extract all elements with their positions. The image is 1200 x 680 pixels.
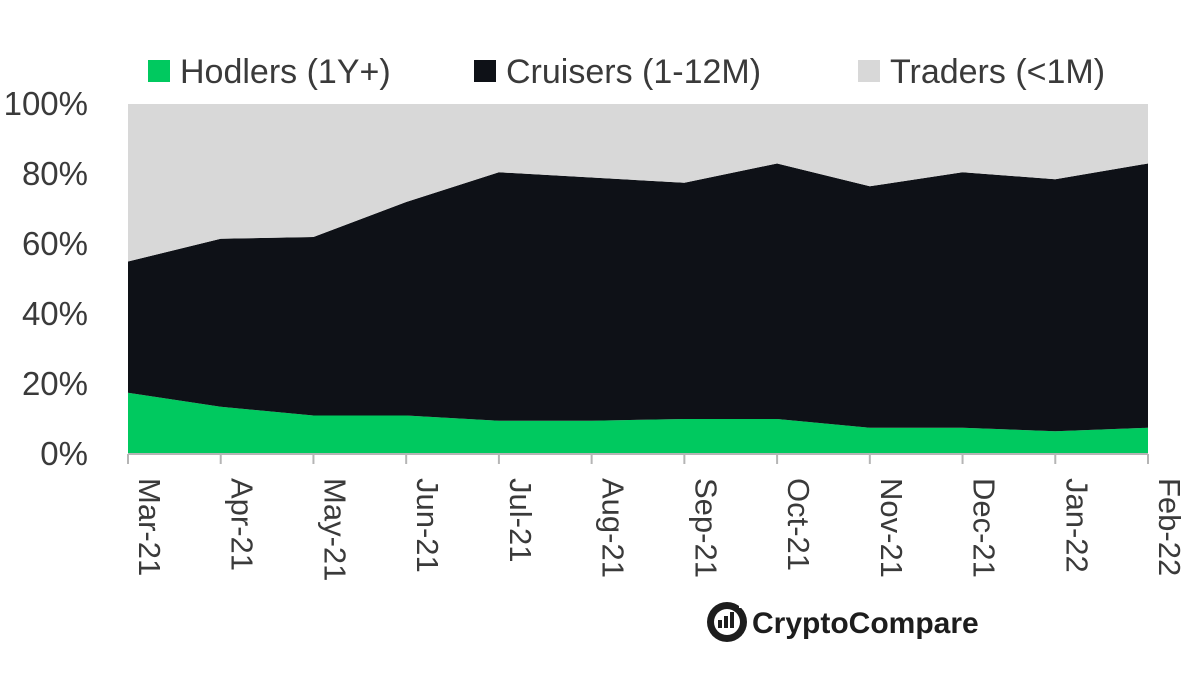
y-tick-label: 40%: [22, 295, 88, 332]
legend-label: Traders (<1M): [890, 53, 1105, 91]
brand-name: CryptoCompare: [752, 607, 979, 640]
area-hodlers-1y: [128, 392, 1148, 454]
cryptocompare-logo-icon: [707, 598, 757, 642]
legend-label: Hodlers (1Y+): [180, 53, 391, 91]
x-tick-label: Jan-22: [1059, 478, 1094, 573]
y-tick-label: 0%: [40, 435, 88, 472]
x-tick-label: Apr-21: [225, 478, 260, 571]
y-tick-label: 100%: [4, 85, 88, 122]
brand-watermark: CryptoCompare: [707, 598, 979, 642]
x-axis-ticks: Mar-21 Apr-21 May-21 Jun-21 Jul-21 Aug-21 Sep-…: [132, 478, 1187, 581]
x-tick-label: Aug-21: [596, 478, 631, 578]
legend-swatch: [474, 60, 496, 82]
y-tick-label: 20%: [22, 365, 88, 402]
x-tick-label: Jul-21: [503, 478, 538, 562]
x-tick-label: Nov-21: [874, 478, 909, 578]
y-axis-ticks: 0% 20% 40% 60% 80% 100%: [4, 85, 88, 472]
x-tick-label: Oct-21: [781, 478, 816, 571]
x-tick-label: Dec-21: [967, 478, 1002, 578]
x-tick-label: Sep-21: [688, 478, 723, 578]
x-tick-label: Mar-21: [132, 478, 167, 576]
y-tick-label: 60%: [22, 225, 88, 262]
x-tick-label: Feb-22: [1152, 478, 1187, 576]
area-cruisers-1-12m: [128, 163, 1148, 432]
legend-label: Cruisers (1-12M): [506, 53, 761, 91]
x-tick-label: Jun-21: [410, 478, 445, 573]
chart-axes: [127, 453, 1149, 464]
legend-swatch: [148, 60, 170, 82]
chart-areas: [128, 104, 1148, 454]
area-traders-1m: [128, 104, 1148, 262]
chart-legend: Hodlers (1Y+) Cruisers (1-12M) Traders (<1…: [148, 53, 1105, 91]
x-tick-label: May-21: [317, 478, 352, 581]
y-tick-label: 80%: [22, 155, 88, 192]
legend-swatch: [858, 60, 880, 82]
